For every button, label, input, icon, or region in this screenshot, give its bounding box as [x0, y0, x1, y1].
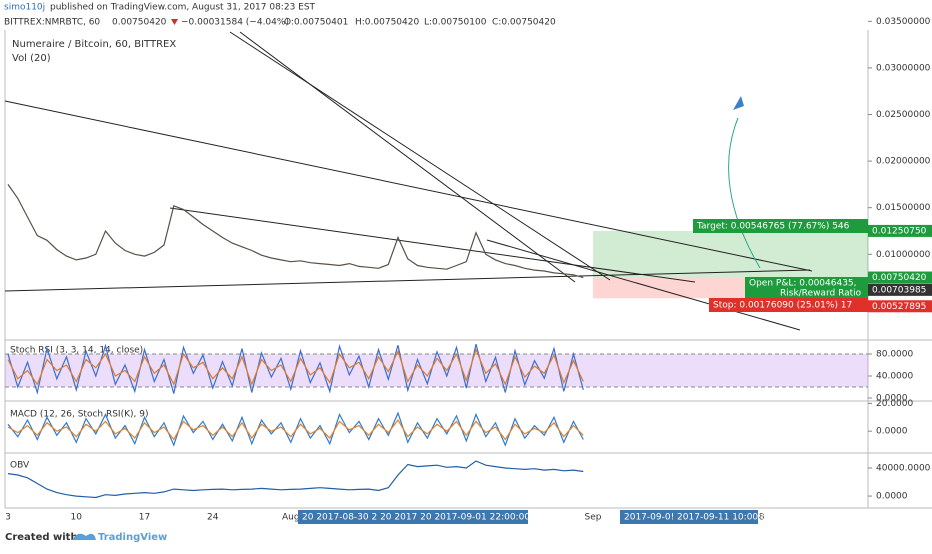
- crosshair-label: 2017-09-0! 2017-09-11 10:00:00: [624, 513, 773, 523]
- trend-line: [239, 31, 576, 283]
- price-tag-label: 0.00527895: [872, 302, 926, 312]
- crosshair-box: [620, 510, 758, 524]
- y-tick-label: 0.0000: [876, 427, 908, 437]
- pane-title: OBV: [10, 461, 30, 471]
- open: O:0.00750401: [284, 18, 348, 28]
- stop-box: [709, 298, 868, 312]
- pnl-label: Open P&L: 0.00046435,: [749, 279, 857, 289]
- y-tick-label: 0.03000000: [876, 63, 931, 73]
- price-tag: [868, 283, 932, 296]
- price-tag-label: 0.00703985: [872, 285, 926, 295]
- crosshair-label: 20 2017-08-30 2 20 2017 20 2017-09-01 22…: [302, 513, 548, 523]
- subtitle: Vol (20): [12, 53, 51, 64]
- y-tick-label: 0.0000: [876, 492, 908, 502]
- x-tick-label: 24: [207, 513, 219, 523]
- price-tag-label: 0.00750420: [872, 273, 927, 283]
- y-tick-label: 0.0000: [876, 394, 908, 404]
- x-tick-label: 18: [753, 513, 765, 523]
- low: L:0.00750100: [424, 18, 487, 28]
- x-tick-label: Sep: [585, 513, 602, 523]
- trend-lines: [4, 31, 813, 331]
- price-tag-label: 0.01250750: [872, 226, 927, 236]
- arrow-curve: [728, 117, 761, 269]
- footer-created: Created with: [5, 532, 78, 543]
- change: −0.00031584 (−4.04%): [181, 18, 289, 28]
- pane-title: Stoch RSI (3, 3, 14, 14, close): [10, 346, 143, 356]
- pane-title: MACD (12, 26, Stoch RSI(K), 9): [10, 410, 148, 420]
- header: simo110j published on TradingView.com, A…: [4, 3, 556, 28]
- stop-label: Stop: 0.00176090 (25.01%) 17: [713, 301, 852, 311]
- y-tick-label: 40.0000: [876, 372, 913, 382]
- x-tick-label: 3: [5, 513, 11, 523]
- x-tick-label: Aug: [282, 513, 300, 523]
- y-tick-label: 0.01500000: [876, 203, 931, 213]
- y-tick-label: 0.01000000: [876, 250, 931, 260]
- series-line: [7, 419, 584, 441]
- chart-title: Numeraire / Bitcoin, 60, BITTREX: [12, 39, 176, 50]
- high: H:0.00750420: [355, 18, 419, 28]
- symbol: BITTREX:NMRBTC, 60: [4, 18, 100, 28]
- price-tag: [868, 271, 932, 284]
- series-line: [7, 460, 584, 499]
- y-tick-label: 20.0000: [876, 399, 913, 409]
- price-tag: [868, 300, 932, 313]
- trend-line: [229, 31, 611, 281]
- plane-icon: [733, 96, 744, 110]
- x-tick-label: 17: [139, 513, 150, 523]
- series-line: [7, 184, 584, 279]
- target-label: Target: 0.00546765 (77.67%) 546: [696, 222, 850, 232]
- y-tick-label: 0.03500000: [876, 17, 931, 27]
- user: simo110j: [4, 3, 45, 13]
- y-tick-label: 80.0000: [876, 350, 913, 360]
- frame: [4, 30, 932, 509]
- y-tick-label: 0.02500000: [876, 110, 931, 120]
- down-triangle: [171, 19, 178, 25]
- trend-line: [4, 269, 811, 292]
- y-tick-label: 40000.0000: [876, 464, 931, 474]
- y-tick-label: 0.02000000: [876, 157, 931, 167]
- x-tick-label: 10: [71, 513, 83, 523]
- trend-line: [4, 100, 813, 272]
- trend-line: [486, 239, 801, 331]
- published: published on TradingView.com, August 31,…: [50, 3, 316, 13]
- pnl-box: [745, 277, 868, 299]
- price-tag: [868, 224, 932, 237]
- ratio-label: Risk/Reward Ratio: [780, 289, 862, 299]
- target-box: [693, 219, 868, 233]
- close: C:0.00750420: [492, 18, 556, 28]
- footer-brand: TradingView: [98, 532, 167, 543]
- logo: [72, 533, 96, 540]
- crosshair-box: [298, 510, 528, 524]
- trend-line: [169, 207, 696, 283]
- series-line: [7, 347, 584, 387]
- last: 0.00750420: [112, 18, 167, 28]
